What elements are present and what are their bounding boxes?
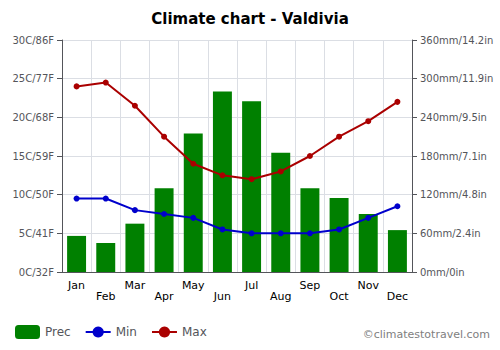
svg-text:Feb: Feb [96, 290, 115, 303]
svg-text:20C/68F: 20C/68F [12, 112, 54, 123]
svg-text:Mar: Mar [125, 279, 146, 292]
svg-text:Climate chart - Valdivia: Climate chart - Valdivia [151, 10, 349, 28]
svg-text:5C/41F: 5C/41F [19, 228, 54, 239]
svg-text:360mm/14.2in: 360mm/14.2in [420, 35, 493, 46]
svg-text:Jan: Jan [67, 279, 85, 292]
svg-text:Min: Min [116, 325, 137, 339]
svg-text:300mm/11.9in: 300mm/11.9in [420, 73, 493, 84]
svg-text:120mm/4.8in: 120mm/4.8in [420, 189, 487, 200]
svg-text:Sep: Sep [300, 279, 321, 292]
svg-text:240mm/9.5in: 240mm/9.5in [420, 112, 487, 123]
svg-text:Oct: Oct [330, 290, 350, 303]
svg-text:Nov: Nov [358, 279, 380, 292]
svg-text:Dec: Dec [387, 290, 408, 303]
svg-text:©climatestotravel.com: ©climatestotravel.com [363, 328, 490, 341]
svg-text:Max: Max [182, 325, 207, 339]
svg-text:15C/59F: 15C/59F [12, 151, 54, 162]
svg-text:Jun: Jun [213, 290, 231, 303]
svg-text:180mm/7.1in: 180mm/7.1in [420, 151, 487, 162]
svg-text:0C/32F: 0C/32F [19, 267, 54, 278]
svg-text:Prec: Prec [45, 325, 71, 339]
svg-text:Jul: Jul [244, 279, 258, 292]
svg-text:Apr: Apr [155, 290, 175, 303]
svg-text:10C/50F: 10C/50F [12, 189, 54, 200]
svg-text:60mm/2.4in: 60mm/2.4in [420, 228, 481, 239]
svg-text:Aug: Aug [270, 290, 291, 303]
svg-text:25C/77F: 25C/77F [12, 73, 54, 84]
svg-text:30C/86F: 30C/86F [12, 35, 54, 46]
svg-text:May: May [182, 279, 205, 292]
svg-text:0mm/0in: 0mm/0in [420, 267, 465, 278]
